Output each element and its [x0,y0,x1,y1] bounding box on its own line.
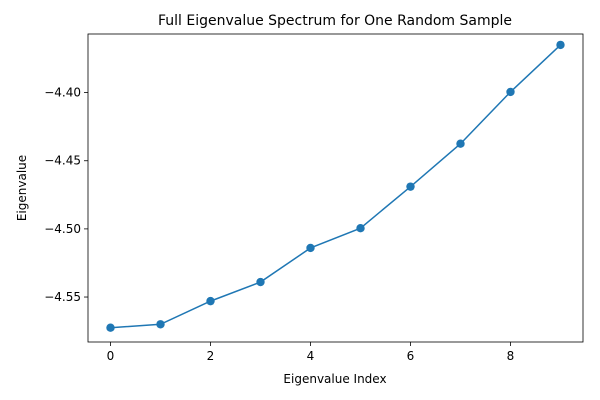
data-point [206,296,215,306]
x-tick-label: 8 [507,349,515,363]
data-point [106,323,115,332]
y-tick-label: −4.40 [44,86,81,100]
y-ticks: −4.55 −4.50 −4.45 −4.40 [44,86,88,304]
data-point [256,277,265,287]
series-markers [106,40,565,332]
data-point [506,87,515,97]
y-tick-label: −4.45 [44,154,81,168]
y-tick-label: −4.55 [44,290,81,304]
data-point [306,243,315,253]
x-axis-label: Eigenvalue Index [283,372,386,386]
chart-title: Full Eigenvalue Spectrum for One Random … [158,13,512,29]
plot-area [88,34,583,342]
x-tick-label: 4 [307,349,315,363]
y-tick-label: −4.50 [44,222,81,236]
data-point [456,139,465,148]
x-tick-label: 2 [207,349,215,363]
x-tick-label: 0 [107,349,115,363]
data-point [356,224,365,233]
series-line-layer [110,44,562,329]
series-line [110,44,562,329]
y-axis-label: Eigenvalue [15,155,29,221]
data-point [406,182,415,191]
plot-frame [87,33,584,343]
data-point [556,40,565,50]
x-tick-label: 6 [407,349,415,363]
x-ticks: 0 2 4 6 8 [107,342,515,363]
data-point [156,320,165,329]
